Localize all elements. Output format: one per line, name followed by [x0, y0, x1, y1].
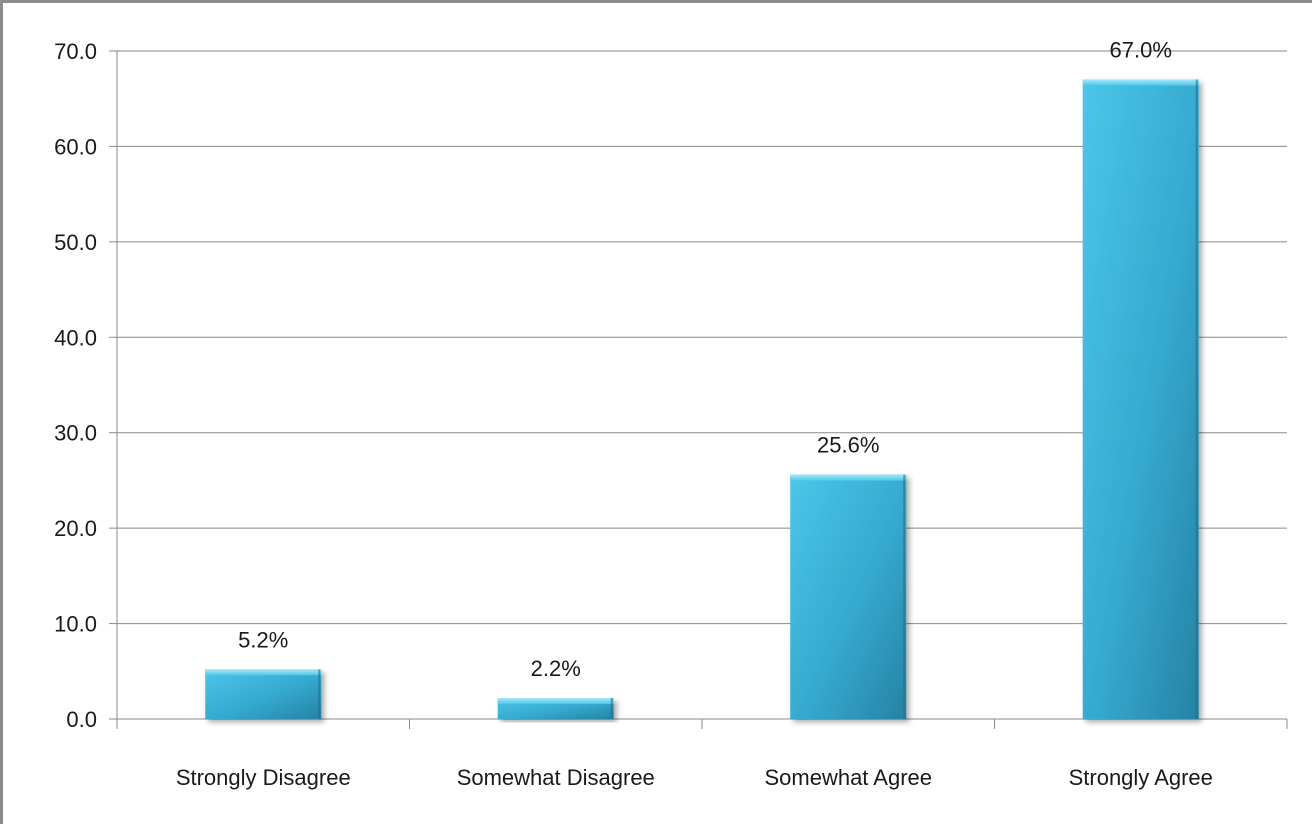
gridlines	[117, 50, 1287, 625]
y-tick-label: 20.0	[54, 516, 97, 541]
bar-top	[205, 669, 322, 676]
data-label: 67.0%	[1110, 38, 1172, 63]
y-tick-label: 60.0	[54, 134, 97, 159]
data-label: 25.6%	[817, 433, 879, 458]
labels: 0.0 10.0 20.0 30.0 40.0 50.0 60.0 70.0 5.2% Stron…	[54, 38, 1213, 790]
bar	[790, 474, 907, 719]
bar	[205, 669, 322, 719]
bar-top	[790, 474, 907, 481]
data-label: 5.2%	[238, 627, 288, 652]
y-tick-label: 0.0	[66, 707, 97, 732]
x-category-label: Strongly Disagree	[176, 765, 351, 790]
bar-chart: 0.0 10.0 20.0 30.0 40.0 50.0 60.0 70.0 5.2% Stron…	[54, 38, 1288, 790]
bar-body	[1082, 79, 1199, 720]
bars	[205, 79, 1199, 720]
data-label: 2.2%	[531, 656, 581, 681]
y-tick-label: 70.0	[54, 39, 97, 64]
y-tick-label: 10.0	[54, 612, 97, 637]
y-tick-label: 40.0	[54, 325, 97, 350]
y-tick-label: 30.0	[54, 421, 97, 446]
bar	[1082, 79, 1199, 720]
x-category-label: Strongly Agree	[1069, 765, 1213, 790]
bar-body	[790, 474, 907, 719]
x-category-label: Somewhat Agree	[764, 765, 932, 790]
bar-top	[1082, 79, 1199, 86]
x-category-label: Somewhat Disagree	[457, 765, 655, 790]
bar-top	[497, 698, 614, 705]
y-tick-label: 50.0	[54, 230, 97, 255]
bar-body	[205, 669, 322, 719]
bar	[497, 698, 614, 719]
